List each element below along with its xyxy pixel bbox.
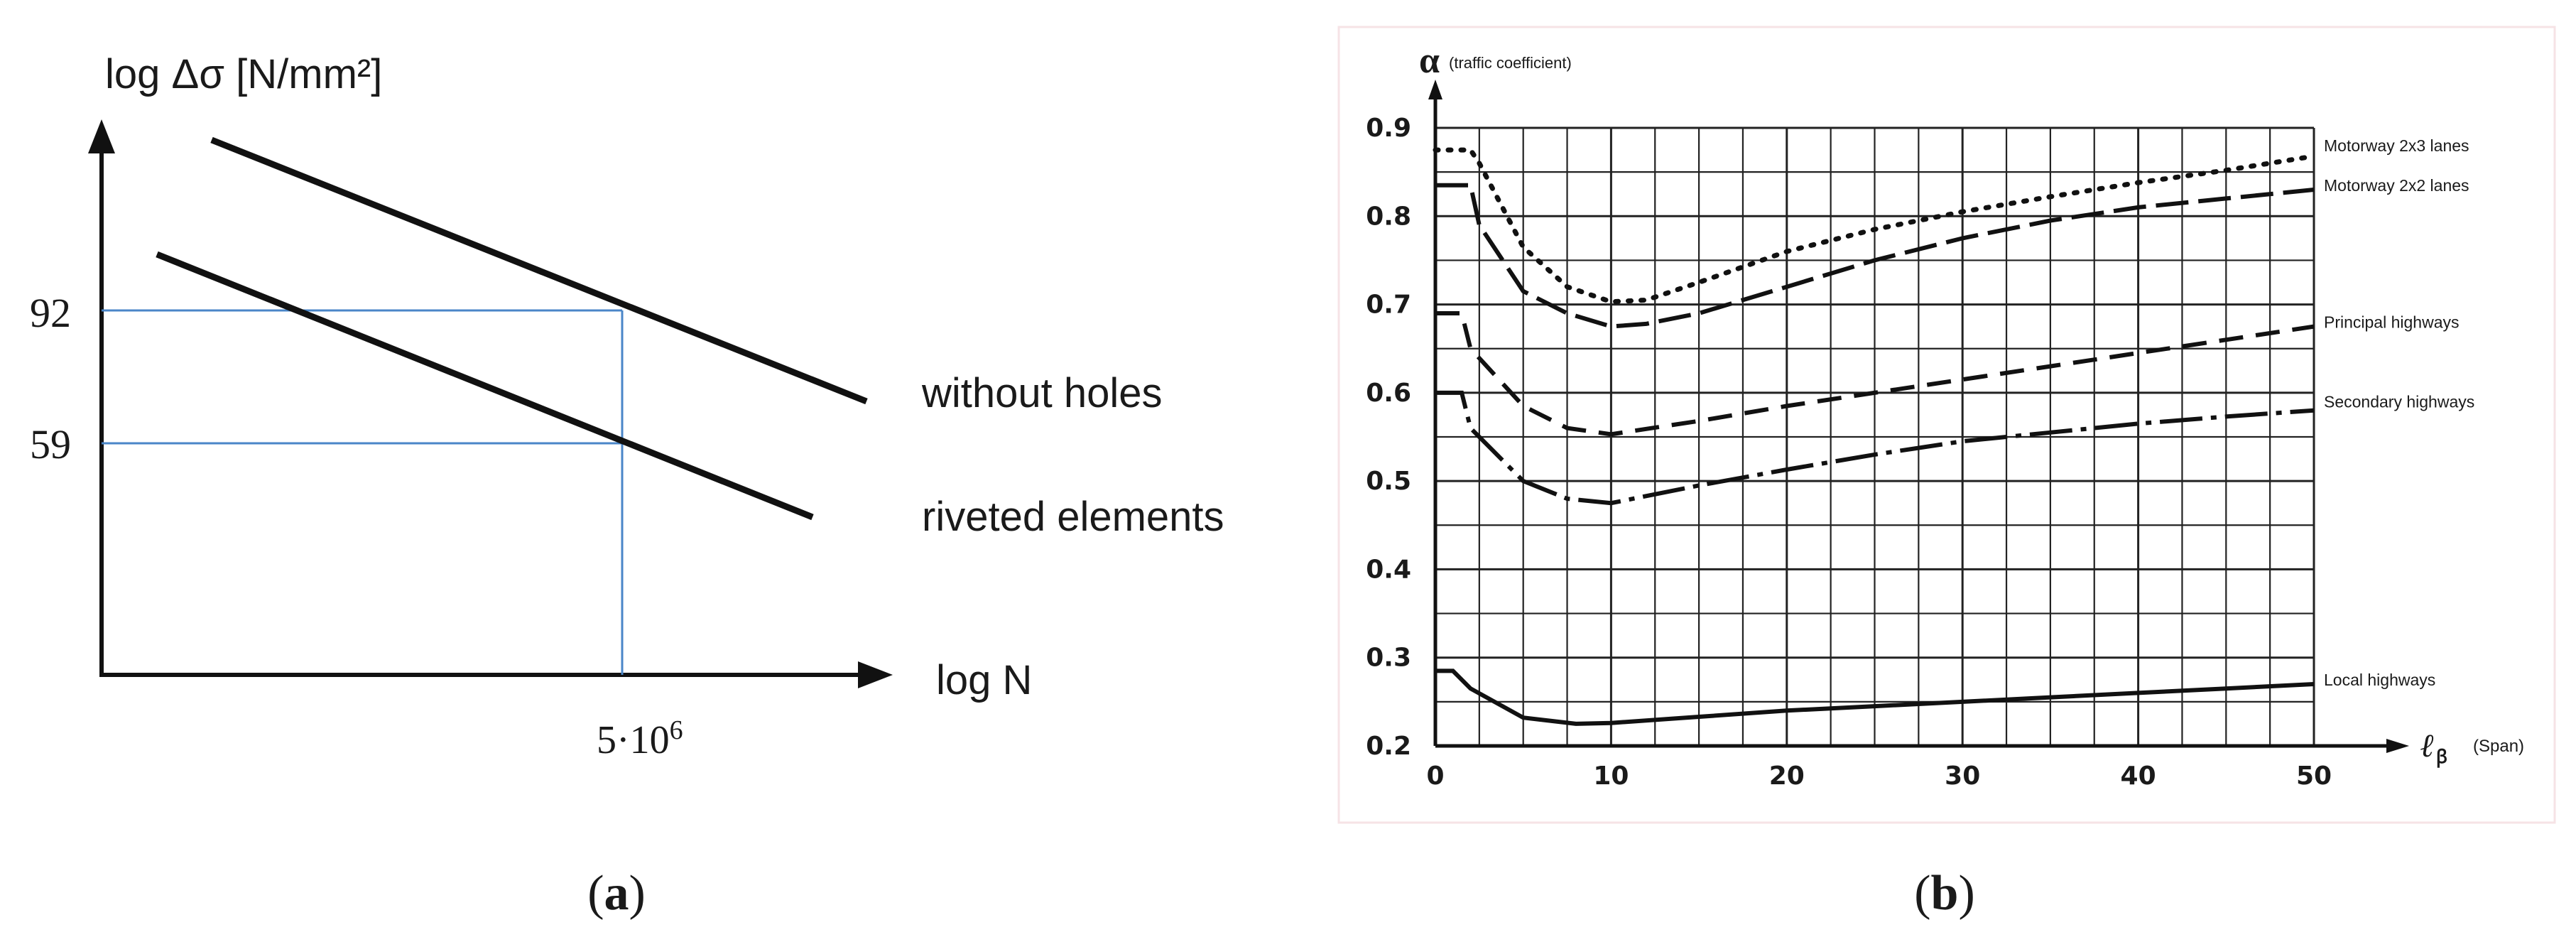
panel-a-chart: log Δσ [N/mm²] log N 92 59 5·106 without… [30, 51, 1224, 921]
b-series-line-1 [1435, 183, 2315, 329]
b-scan-border [1337, 26, 2556, 824]
a-line-without-holes [210, 136, 868, 405]
b-curve-labels: Motorway 2x3 lanes Motorway 2x2 lanes Prin… [2324, 136, 2474, 689]
b-xtick-label: 0 [1426, 762, 1444, 791]
a-ytick-92: 92 [30, 290, 71, 336]
b-series-lines [1433, 147, 2317, 726]
b-curve-label-0: Motorway 2x3 lanes [2324, 136, 2469, 155]
a-y-axis-label: log Δσ [N/mm²] [105, 51, 382, 97]
caption-a-close: ) [629, 866, 646, 921]
a-x-axis-arrowhead [858, 661, 893, 688]
b-ytick-label: 0.5 [1366, 467, 1411, 496]
a-line-riveted-elements [156, 251, 814, 521]
b-ytick-label: 0.2 [1366, 732, 1411, 761]
a-xtick-5e6: 5·106 [597, 715, 683, 762]
b-grid [1434, 126, 2315, 747]
a-x-axis-label: log N [936, 657, 1032, 703]
b-ytick-label: 0.6 [1366, 379, 1411, 408]
b-xtick-label: 50 [2296, 762, 2332, 791]
b-y-axis-arrowhead [1428, 80, 1442, 99]
caption-b-open: ( [1914, 866, 1930, 921]
caption-a-letter: a [604, 866, 629, 921]
b-y-axis-symbol: α [1419, 40, 1440, 81]
b-curve-label-3: Secondary highways [2324, 392, 2474, 411]
b-xtick-label: 20 [1769, 762, 1805, 791]
b-x-axis-note: (Span) [2473, 737, 2524, 756]
b-x-axis-symbol: ℓ [2420, 727, 2435, 764]
b-ytick-label: 0.3 [1366, 644, 1411, 673]
b-xtick-label: 40 [2121, 762, 2156, 791]
caption-a: (a) [587, 866, 646, 921]
b-y-axis-note: (traffic coefficient) [1449, 54, 1572, 72]
b-curve-label-4: Local highways [2324, 671, 2435, 689]
a-legend-without-holes: without holes [921, 370, 1163, 416]
caption-b: (b) [1914, 866, 1975, 921]
b-curve-label-1: Motorway 2x2 lanes [2324, 176, 2469, 195]
b-xtick-label: 30 [1945, 762, 1980, 791]
caption-a-open: ( [587, 866, 604, 921]
b-curve-label-2: Principal highways [2324, 313, 2459, 331]
panel-b-chart: α (traffic coefficient) ℓ ꞵ (Span) 0 10 20… [1337, 26, 2556, 921]
b-series-line-4 [1435, 668, 2315, 726]
b-ytick-label: 0.7 [1366, 291, 1411, 320]
b-series-line-3 [1435, 390, 2315, 506]
b-tick-labels: 0 10 20 30 40 50 0.2 0.3 0.4 0.5 0.6 0.7 0.8 0.9 [1366, 114, 2332, 791]
b-x-axis-arrowhead [2386, 739, 2409, 753]
a-ytick-59: 59 [30, 421, 71, 467]
b-ytick-label: 0.4 [1366, 555, 1411, 584]
b-ytick-label: 0.9 [1366, 114, 1411, 143]
caption-b-letter: b [1931, 866, 1959, 921]
b-ytick-label: 0.8 [1366, 202, 1411, 231]
b-series-line-2 [1435, 311, 2315, 437]
b-x-axis-subscript: ꞵ [2436, 747, 2447, 768]
a-xtick-base: 5·10 [597, 718, 670, 762]
a-legend-riveted-elements: riveted elements [922, 494, 1224, 540]
a-y-axis-arrowhead [88, 119, 115, 153]
a-xtick-exponent: 6 [670, 715, 683, 745]
caption-b-close: ) [1958, 866, 1974, 921]
b-xtick-label: 10 [1593, 762, 1629, 791]
